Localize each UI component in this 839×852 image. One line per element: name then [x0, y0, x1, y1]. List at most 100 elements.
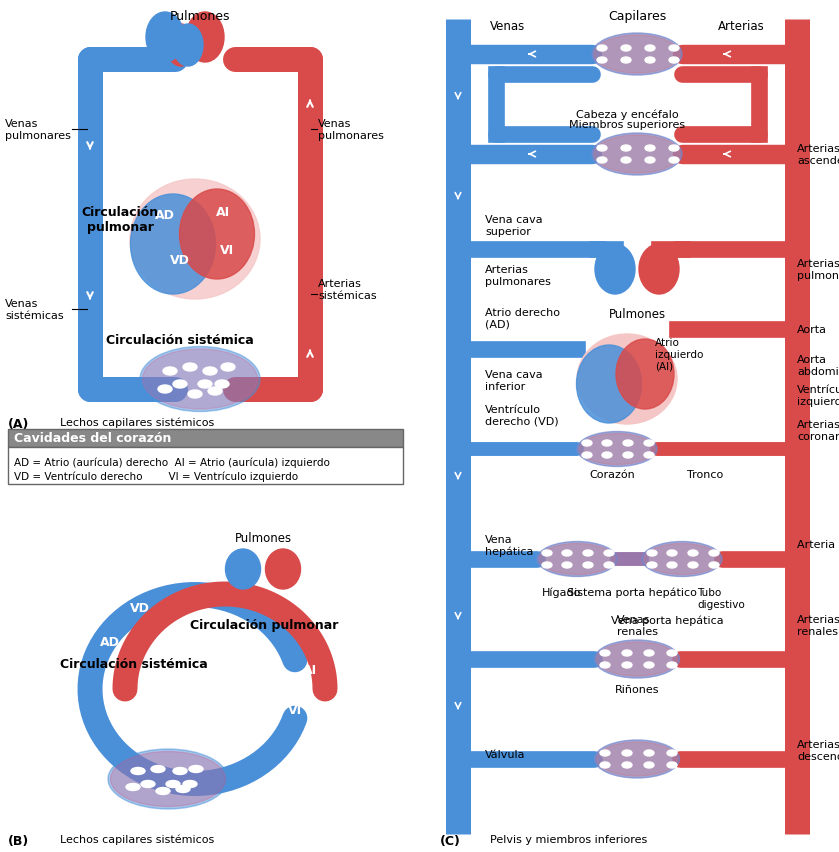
- Text: AI: AI: [216, 205, 230, 218]
- Ellipse shape: [166, 25, 196, 67]
- Text: VI: VI: [220, 243, 234, 256]
- Ellipse shape: [151, 766, 165, 773]
- Ellipse shape: [562, 562, 572, 568]
- Ellipse shape: [709, 562, 719, 568]
- Ellipse shape: [163, 367, 177, 376]
- Text: AD: AD: [155, 208, 175, 222]
- Ellipse shape: [542, 562, 552, 568]
- Text: Circulación sistémica: Circulación sistémica: [106, 333, 254, 346]
- Ellipse shape: [688, 550, 698, 556]
- Text: Arterias
descendentes: Arterias descendentes: [797, 740, 839, 761]
- Ellipse shape: [621, 158, 631, 164]
- Text: Venas
pulmonares: Venas pulmonares: [5, 119, 70, 141]
- Ellipse shape: [644, 440, 654, 446]
- FancyBboxPatch shape: [8, 429, 403, 447]
- Text: AD = Atrio (aurícula) derecho  AI = Atrio (aurícula) izquierdo: AD = Atrio (aurícula) derecho AI = Atrio…: [14, 458, 330, 468]
- Ellipse shape: [143, 349, 258, 410]
- Text: Vena cava
inferior: Vena cava inferior: [485, 370, 543, 391]
- Text: Aorta
abdominal: Aorta abdominal: [797, 354, 839, 377]
- Ellipse shape: [140, 347, 260, 412]
- Ellipse shape: [621, 146, 631, 152]
- Ellipse shape: [111, 751, 226, 807]
- Ellipse shape: [173, 25, 203, 67]
- Ellipse shape: [130, 180, 260, 300]
- Ellipse shape: [597, 46, 607, 52]
- Ellipse shape: [647, 550, 657, 556]
- Text: Aorta: Aorta: [797, 325, 827, 335]
- Text: Venas
sistémicas: Venas sistémicas: [5, 299, 64, 320]
- Ellipse shape: [645, 58, 655, 64]
- Ellipse shape: [183, 780, 197, 787]
- Ellipse shape: [126, 784, 140, 791]
- Ellipse shape: [579, 434, 655, 465]
- Ellipse shape: [622, 762, 632, 769]
- Ellipse shape: [644, 544, 720, 575]
- Ellipse shape: [600, 762, 610, 769]
- Ellipse shape: [597, 146, 607, 152]
- Ellipse shape: [131, 195, 216, 295]
- Ellipse shape: [215, 381, 229, 389]
- Ellipse shape: [621, 58, 631, 64]
- Text: Arteria hepática: Arteria hepática: [797, 539, 839, 550]
- Text: Riñones: Riñones: [615, 684, 659, 694]
- Text: Venas
renales: Venas renales: [617, 614, 658, 636]
- Ellipse shape: [622, 650, 632, 656]
- Text: Tronco: Tronco: [687, 469, 723, 480]
- Ellipse shape: [667, 662, 677, 668]
- Text: Atrio
izquierdo
(AI): Atrio izquierdo (AI): [655, 338, 703, 371]
- Text: Tubo
digestivo: Tubo digestivo: [697, 587, 745, 609]
- Text: (B): (B): [8, 834, 29, 847]
- Ellipse shape: [639, 245, 679, 295]
- FancyBboxPatch shape: [8, 447, 403, 485]
- Text: Venas: Venas: [490, 20, 525, 33]
- Text: Hígado: Hígado: [542, 587, 581, 598]
- Text: VD: VD: [170, 253, 190, 266]
- Text: (A): (A): [8, 417, 29, 430]
- Ellipse shape: [595, 640, 680, 678]
- Text: VI: VI: [288, 703, 302, 716]
- Ellipse shape: [188, 390, 202, 399]
- Ellipse shape: [667, 650, 677, 656]
- Ellipse shape: [108, 749, 228, 809]
- Text: Circulación pulmonar: Circulación pulmonar: [190, 618, 338, 630]
- Ellipse shape: [537, 542, 617, 577]
- Ellipse shape: [623, 440, 633, 446]
- Text: Arterias
ascendentes: Arterias ascendentes: [797, 144, 839, 165]
- Ellipse shape: [583, 562, 593, 568]
- Ellipse shape: [595, 245, 635, 295]
- Text: Lechos capilares sistémicos: Lechos capilares sistémicos: [60, 417, 214, 428]
- Ellipse shape: [600, 750, 610, 756]
- Text: Cabeza y encéfalo: Cabeza y encéfalo: [576, 109, 678, 120]
- Ellipse shape: [577, 335, 677, 424]
- Ellipse shape: [667, 562, 677, 568]
- Ellipse shape: [602, 440, 612, 446]
- Ellipse shape: [642, 542, 722, 577]
- Ellipse shape: [592, 134, 682, 176]
- Ellipse shape: [583, 550, 593, 556]
- Ellipse shape: [203, 367, 217, 376]
- Ellipse shape: [186, 13, 224, 63]
- Ellipse shape: [623, 452, 633, 458]
- Text: VD: VD: [130, 601, 150, 613]
- Ellipse shape: [173, 768, 187, 774]
- Text: Pulmones: Pulmones: [608, 308, 665, 320]
- Ellipse shape: [176, 786, 190, 792]
- Text: Ventrículo
izquierdo (VI): Ventrículo izquierdo (VI): [797, 384, 839, 406]
- Ellipse shape: [645, 46, 655, 52]
- Ellipse shape: [542, 550, 552, 556]
- Text: AI: AI: [303, 663, 317, 676]
- Text: Vena cava
superior: Vena cava superior: [485, 215, 543, 236]
- Ellipse shape: [644, 452, 654, 458]
- Ellipse shape: [146, 13, 184, 63]
- Text: Atrio derecho
(AD): Atrio derecho (AD): [485, 308, 560, 329]
- Ellipse shape: [131, 768, 145, 774]
- Text: Lechos capilares sistémicos: Lechos capilares sistémicos: [60, 834, 214, 844]
- Text: Venas
pulmonares: Venas pulmonares: [318, 119, 384, 141]
- Ellipse shape: [562, 550, 572, 556]
- Ellipse shape: [688, 562, 698, 568]
- Text: Arterias
sistémicas: Arterias sistémicas: [318, 279, 377, 301]
- Ellipse shape: [189, 766, 203, 773]
- Ellipse shape: [597, 58, 607, 64]
- Text: Arterias: Arterias: [718, 20, 765, 33]
- Ellipse shape: [141, 780, 155, 787]
